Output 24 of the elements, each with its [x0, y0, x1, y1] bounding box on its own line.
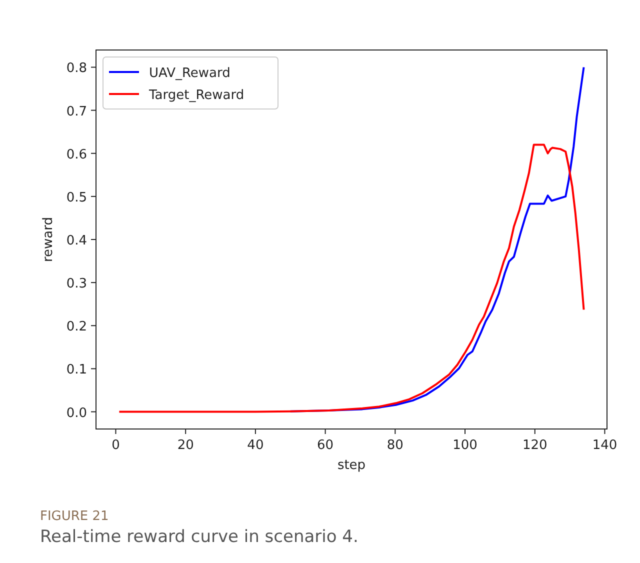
caption: FIGURE 21	[40, 509, 109, 524]
y-tick-label: 0.4	[66, 234, 87, 248]
x-tick-label: 100	[452, 438, 478, 453]
x-axis-title: step	[337, 458, 366, 473]
x-tick-label: 80	[386, 438, 404, 453]
y-tick-label: 0.8	[66, 61, 87, 76]
text: Real-time reward curve in scenario 4.	[40, 527, 358, 547]
y-tick-label: 0.2	[66, 320, 87, 335]
y-tick-label: 0.1	[66, 362, 87, 378]
line-series	[118, 144, 585, 413]
x-tick-label: 20	[177, 438, 194, 453]
y-tick-label: 0.3	[66, 276, 87, 292]
legend-label: UAV_Reward	[149, 66, 230, 81]
y-tick-label: 0.6	[66, 147, 87, 162]
x-tick-label: 60	[317, 438, 334, 453]
x-tick-label: 120	[522, 438, 548, 453]
x-tick-label: 0	[112, 438, 120, 453]
y-tick-label: 0.7	[66, 104, 87, 120]
y-axis-title: reward	[41, 216, 56, 262]
x-tick-label: 140	[592, 438, 618, 453]
x-tick-label: 40	[247, 438, 264, 453]
y-tick-label: 0.0	[66, 406, 87, 421]
y-tick-label: 0.5	[66, 190, 87, 206]
legend-label: Target_Reward	[148, 88, 244, 103]
